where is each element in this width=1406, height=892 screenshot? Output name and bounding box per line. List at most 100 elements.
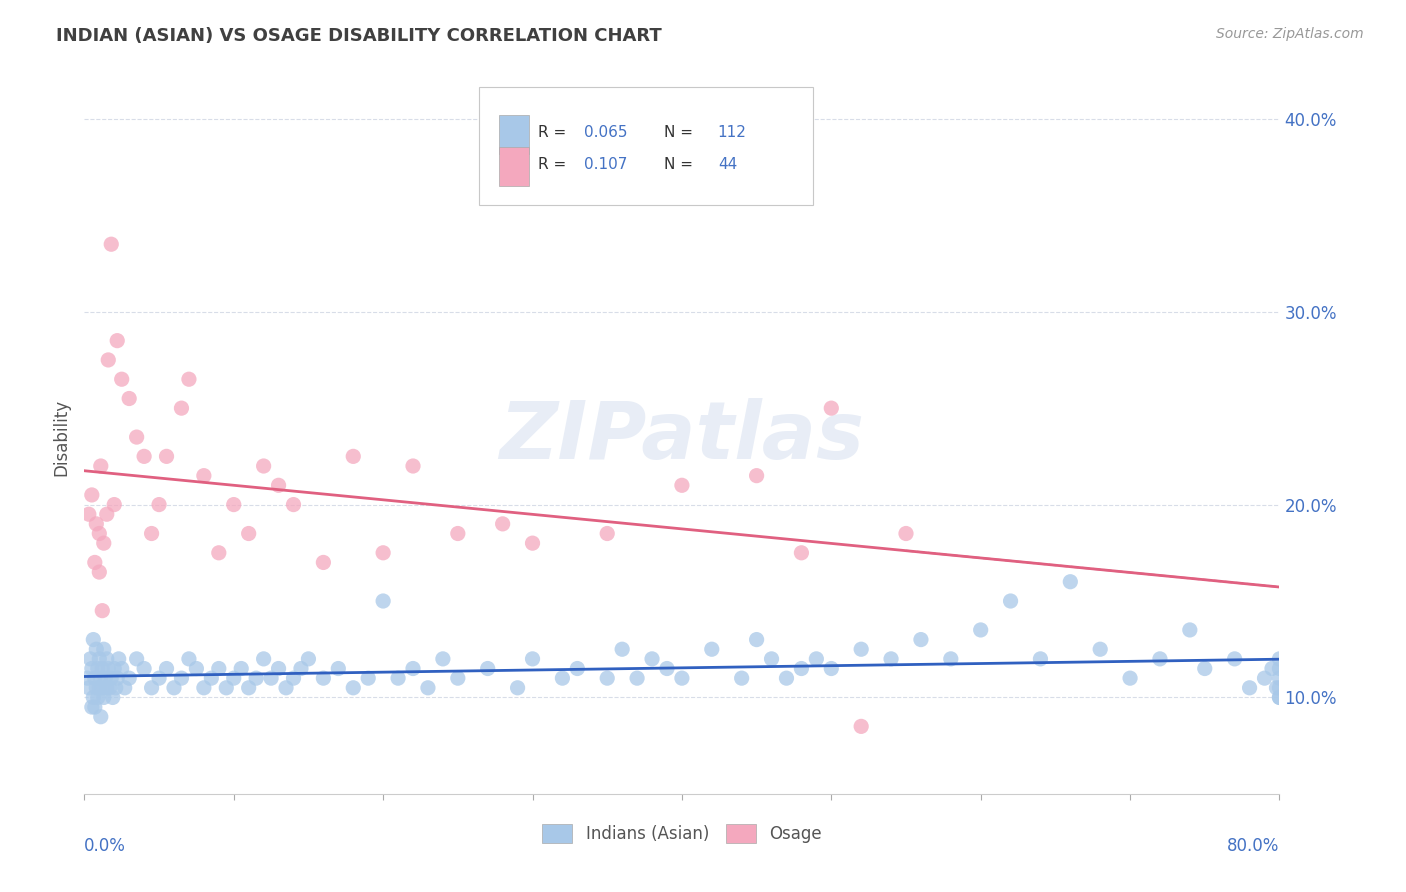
Point — [114, 681, 136, 695]
Point — [894, 526, 917, 541]
Point — [177, 652, 200, 666]
Point — [1268, 690, 1291, 705]
Point — [94, 671, 117, 685]
Point — [596, 671, 619, 685]
Point — [91, 661, 114, 675]
Point — [82, 632, 104, 647]
Point — [101, 690, 124, 705]
Point — [387, 671, 409, 685]
Point — [238, 526, 260, 541]
Point — [93, 642, 115, 657]
Point — [567, 661, 589, 675]
Point — [80, 700, 103, 714]
Point — [253, 652, 276, 666]
Point — [80, 488, 103, 502]
Point — [1223, 652, 1246, 666]
Point — [267, 661, 290, 675]
Point — [118, 392, 141, 406]
Point — [132, 661, 156, 675]
Point — [163, 681, 186, 695]
Point — [79, 652, 101, 666]
Point — [1265, 681, 1288, 695]
Point — [208, 661, 231, 675]
Point — [91, 604, 114, 618]
Point — [89, 526, 111, 541]
Point — [641, 652, 664, 666]
Point — [655, 661, 678, 675]
Point — [96, 507, 118, 521]
Text: 44: 44 — [718, 157, 737, 171]
Point — [193, 468, 215, 483]
Point — [238, 681, 260, 695]
Point — [170, 671, 193, 685]
Point — [312, 671, 335, 685]
Point — [103, 661, 125, 675]
Point — [506, 681, 529, 695]
Text: N =: N = — [664, 157, 697, 171]
Point — [447, 671, 470, 685]
Point — [290, 661, 312, 675]
Point — [105, 334, 128, 348]
Y-axis label: Disability: Disability — [52, 399, 70, 475]
Point — [970, 623, 993, 637]
Point — [745, 632, 768, 647]
Point — [761, 652, 783, 666]
Point — [1090, 642, 1112, 657]
FancyBboxPatch shape — [499, 114, 529, 153]
Point — [342, 450, 364, 464]
Point — [373, 546, 395, 560]
Point — [283, 498, 305, 512]
Text: ZIPatlas: ZIPatlas — [499, 398, 865, 476]
Point — [118, 671, 141, 685]
Point — [790, 661, 813, 675]
Point — [253, 458, 276, 473]
Point — [328, 661, 350, 675]
Point — [1268, 661, 1291, 675]
Point — [98, 681, 121, 695]
Point — [267, 478, 290, 492]
Point — [83, 700, 105, 714]
Point — [91, 681, 114, 695]
Point — [880, 652, 903, 666]
Point — [132, 450, 156, 464]
Point — [775, 671, 797, 685]
Point — [80, 661, 103, 675]
Point — [90, 458, 112, 473]
Point — [104, 681, 127, 695]
Point — [141, 681, 163, 695]
Point — [89, 681, 111, 695]
Point — [671, 671, 693, 685]
Point — [83, 556, 105, 570]
Point — [105, 671, 128, 685]
Point — [477, 661, 499, 675]
Point — [1268, 690, 1291, 705]
Point — [90, 710, 112, 724]
Text: Source: ZipAtlas.com: Source: ZipAtlas.com — [1216, 27, 1364, 41]
Point — [100, 671, 122, 685]
Point — [447, 526, 470, 541]
Point — [274, 681, 297, 695]
Point — [93, 690, 115, 705]
Text: R =: R = — [538, 125, 572, 139]
Text: INDIAN (ASIAN) VS OSAGE DISABILITY CORRELATION CHART: INDIAN (ASIAN) VS OSAGE DISABILITY CORRE… — [56, 27, 662, 45]
Point — [97, 353, 120, 368]
Point — [745, 468, 768, 483]
Point — [342, 681, 364, 695]
Point — [245, 671, 267, 685]
Point — [402, 458, 425, 473]
Text: 112: 112 — [718, 125, 747, 139]
Point — [492, 516, 515, 531]
Point — [416, 681, 439, 695]
Point — [1261, 661, 1284, 675]
Point — [1119, 671, 1142, 685]
Point — [820, 661, 842, 675]
Point — [1268, 652, 1291, 666]
Point — [851, 719, 873, 733]
Point — [103, 498, 125, 512]
Point — [1000, 594, 1022, 608]
Point — [432, 652, 454, 666]
Text: 0.065: 0.065 — [583, 125, 627, 139]
Point — [193, 681, 215, 695]
FancyBboxPatch shape — [499, 146, 529, 186]
Point — [111, 372, 134, 386]
